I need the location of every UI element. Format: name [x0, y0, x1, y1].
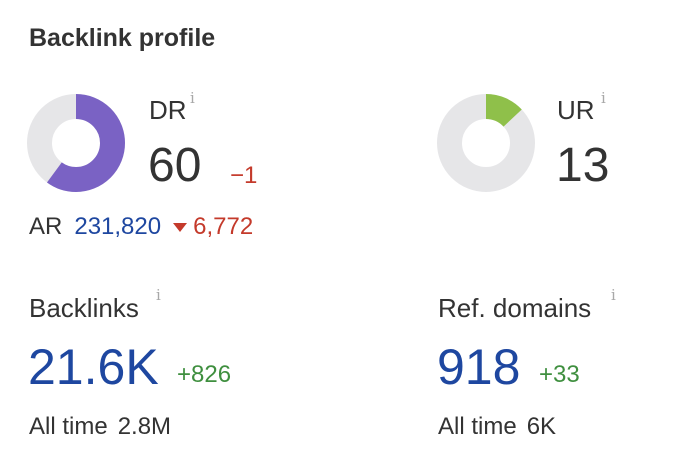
ur-label: UR — [557, 95, 595, 125]
backlinks-alltime-label: All time — [29, 413, 108, 440]
ref-domains-change: +33 — [539, 361, 580, 388]
ar-change: 6,772 — [173, 213, 253, 241]
section-title: Backlink profile — [29, 24, 216, 52]
dr-donut-chart — [27, 94, 125, 192]
backlinks-change: +826 — [177, 361, 232, 388]
dr-change: −1 — [230, 162, 258, 189]
backlinks-value-link[interactable]: 21.6K — [28, 339, 159, 395]
ar-row: AR 231,820 6,772 — [29, 213, 253, 241]
ref-domains-info-icon[interactable]: i — [611, 286, 616, 304]
ur-donut-chart — [437, 94, 535, 192]
dr-info-icon[interactable]: i — [190, 89, 195, 107]
backlinks-label: Backlinks — [29, 293, 139, 323]
dr-donut-arc — [27, 94, 125, 192]
ur-donut-svg — [437, 94, 535, 192]
dr-value: 60 — [148, 139, 202, 192]
ur-value: 13 — [556, 139, 610, 192]
ref-domains-alltime-label: All time — [438, 413, 517, 440]
ar-change-value: 6,772 — [193, 213, 254, 240]
dr-donut-svg — [27, 94, 125, 192]
dr-label: DR — [149, 95, 187, 125]
ar-label: AR — [29, 213, 63, 240]
ref-domains-alltime-value: 6K — [526, 413, 557, 440]
backlinks-alltime-value: 2.8M — [117, 413, 172, 440]
arrow-down-icon — [173, 222, 188, 232]
ref-domains-label: Ref. domains — [438, 293, 592, 323]
backlinks-info-icon[interactable]: i — [156, 286, 161, 304]
ar-value-link[interactable]: 231,820 — [74, 213, 162, 240]
ref-domains-value-link[interactable]: 918 — [437, 339, 521, 395]
ur-info-icon[interactable]: i — [601, 89, 606, 107]
backlinks-alltime: All time 2.8M — [29, 413, 171, 441]
ur-donut-arc — [437, 94, 535, 192]
ref-domains-alltime: All time 6K — [438, 413, 556, 441]
